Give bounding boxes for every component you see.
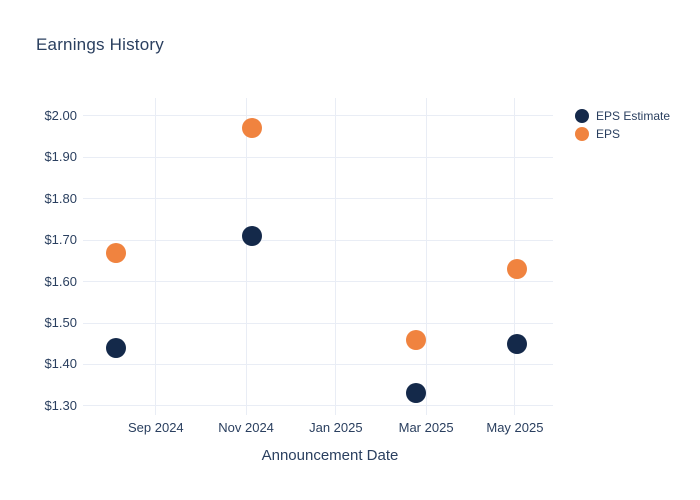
legend: EPS Estimate EPS xyxy=(575,107,670,143)
eps-estimate-point[interactable] xyxy=(406,383,427,404)
gridline-vertical xyxy=(335,98,337,415)
legend-marker-eps xyxy=(575,127,589,141)
gridline-horizontal xyxy=(83,198,553,200)
plot-area xyxy=(83,98,553,415)
eps-estimate-point[interactable] xyxy=(242,225,263,246)
x-tick-label: Jan 2025 xyxy=(309,420,363,435)
legend-label-eps: EPS xyxy=(596,127,621,141)
x-axis-title: Announcement Date xyxy=(261,447,399,464)
gridline-vertical xyxy=(155,98,157,415)
gridline-horizontal xyxy=(83,322,553,324)
y-tick-label: $1.80 xyxy=(44,190,77,206)
legend-item-eps[interactable]: EPS xyxy=(575,125,670,143)
gridline-vertical xyxy=(245,98,247,415)
gridline-horizontal xyxy=(83,239,553,241)
y-tick-label: $1.30 xyxy=(44,397,77,413)
eps-point[interactable] xyxy=(242,118,263,139)
x-tick-label: Sep 2024 xyxy=(128,420,184,435)
y-tick-label: $2.00 xyxy=(44,107,77,123)
x-tick-label: Nov 2024 xyxy=(218,420,274,435)
eps-estimate-point[interactable] xyxy=(506,333,527,354)
eps-point[interactable] xyxy=(406,329,427,350)
y-tick-label: $1.50 xyxy=(44,315,77,330)
chart-title: Earnings History xyxy=(36,35,164,54)
legend-label-eps-estimate: EPS Estimate xyxy=(596,109,671,123)
eps-point[interactable] xyxy=(506,259,527,280)
eps-estimate-point[interactable] xyxy=(105,337,126,358)
legend-marker-eps-estimate xyxy=(575,109,589,123)
gridline-horizontal xyxy=(83,363,553,365)
gridline-vertical xyxy=(514,98,516,415)
gridline-horizontal xyxy=(83,115,553,117)
gridline-horizontal xyxy=(83,281,553,283)
x-tick-label: May 2025 xyxy=(486,420,544,435)
x-tick-label: Mar 2025 xyxy=(398,420,454,435)
gridline-horizontal xyxy=(83,405,553,407)
gridline-vertical xyxy=(425,98,427,415)
legend-item-eps-estimate[interactable]: EPS Estimate xyxy=(575,107,670,125)
y-tick-label: $1.60 xyxy=(44,273,77,289)
gridline-horizontal xyxy=(83,156,553,158)
y-tick-label: $1.70 xyxy=(44,232,77,248)
eps-point[interactable] xyxy=(105,242,126,263)
y-tick-label: $1.90 xyxy=(44,149,77,165)
y-tick-label: $1.40 xyxy=(44,356,77,372)
